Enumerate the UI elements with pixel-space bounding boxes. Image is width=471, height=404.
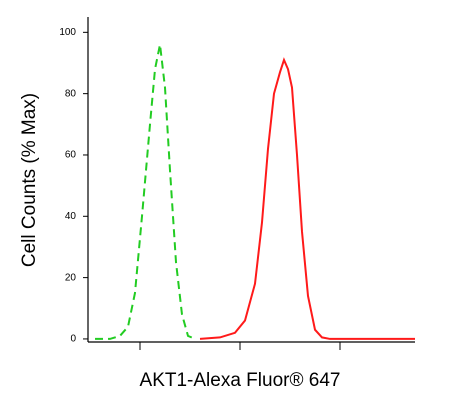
x-axis-label: AKT1-Alexa Fluor® 647 [140,370,341,391]
y-tick-label: 100 [59,27,76,38]
y-axis-label: Cell Counts (% Max) [19,93,40,267]
y-tick-label: 60 [65,150,77,161]
y-tick-label: 0 [70,334,76,345]
series-line [199,57,415,340]
series-line [95,44,196,340]
y-tick-label: 80 [65,88,77,99]
y-tick-label: 40 [65,211,77,222]
y-tick-label: 20 [65,272,77,283]
